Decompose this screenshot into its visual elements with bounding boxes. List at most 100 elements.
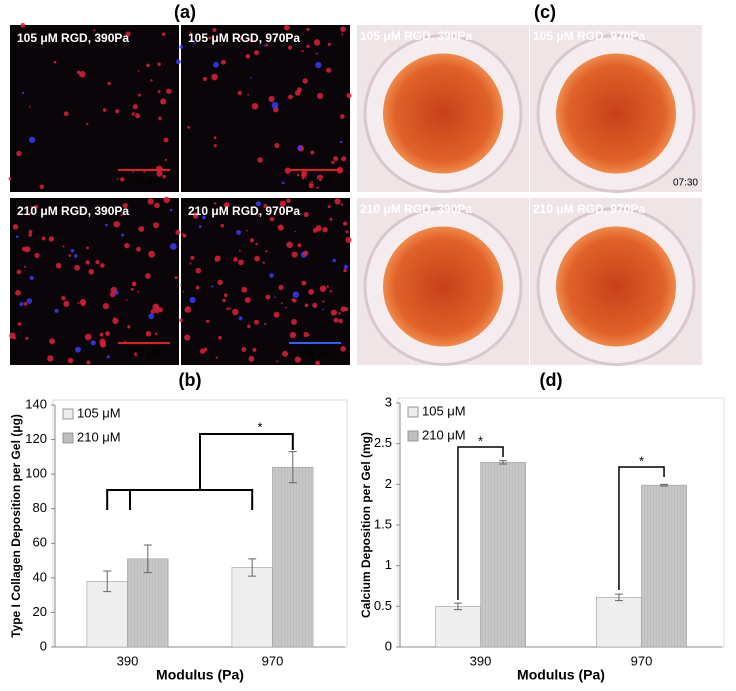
cell [105, 223, 108, 227]
y-tick-label: 2 [385, 476, 392, 491]
cell [135, 113, 141, 119]
bar-texture [435, 606, 481, 647]
cell [156, 170, 163, 177]
cell [53, 60, 57, 64]
cell [85, 260, 90, 265]
bracket [618, 466, 665, 590]
cell [315, 61, 322, 69]
cell [86, 122, 89, 126]
cell [86, 246, 90, 250]
cell [249, 38, 253, 42]
cell [286, 198, 291, 204]
cell [315, 52, 318, 55]
cell [132, 104, 138, 110]
image [10, 25, 179, 192]
cell [28, 136, 36, 143]
error-bar [453, 602, 462, 611]
cell [281, 181, 285, 185]
cell [174, 276, 178, 280]
cell [175, 229, 181, 235]
cell [326, 67, 332, 73]
cell [329, 290, 332, 293]
cell [189, 262, 192, 265]
cell [163, 196, 171, 204]
cell [148, 313, 155, 320]
cell [54, 308, 59, 313]
cell [195, 267, 202, 274]
image-caption: 105 μM RGD, 390Pa [17, 31, 129, 45]
cell [63, 300, 70, 307]
cell [301, 280, 307, 286]
cell [303, 211, 309, 218]
cell [255, 201, 261, 207]
cell [86, 360, 91, 365]
cell [213, 144, 217, 148]
cell [74, 264, 80, 271]
error-bar [614, 593, 623, 602]
cell [184, 334, 191, 341]
cell [160, 98, 167, 105]
cell [223, 293, 228, 298]
cell [315, 360, 320, 366]
cell [34, 204, 39, 209]
cell [157, 62, 161, 67]
cell [306, 27, 310, 31]
cell [147, 198, 154, 205]
cell [301, 49, 304, 52]
cell [182, 233, 187, 238]
cell [39, 184, 45, 190]
cell [213, 202, 217, 205]
cell [179, 45, 184, 49]
cell [269, 216, 275, 222]
cell [21, 91, 25, 95]
cell [152, 303, 160, 311]
cell [76, 70, 81, 75]
cell [17, 322, 22, 326]
cell [294, 230, 297, 233]
cell [136, 246, 141, 252]
cell [277, 224, 284, 231]
cell [249, 238, 255, 243]
image-caption: 210 μM RGD, 390Pa [17, 204, 129, 218]
cell [29, 105, 31, 108]
well [383, 226, 503, 347]
x-tick-label: 390 [470, 653, 492, 668]
bar-texture [86, 581, 128, 647]
cell [30, 205, 33, 208]
cell [340, 114, 345, 119]
y-tick-label: 0 [385, 638, 392, 653]
cell [48, 236, 54, 242]
cell [102, 303, 110, 310]
cell [131, 112, 135, 116]
cell [154, 332, 158, 336]
cell [274, 296, 277, 299]
cell [170, 243, 177, 250]
cell [322, 226, 328, 233]
cell [254, 319, 259, 325]
timestamp: 07:30 [673, 178, 698, 189]
cell [214, 255, 221, 262]
bracket [457, 446, 504, 600]
cell [28, 233, 32, 237]
cell [99, 338, 106, 345]
cell [77, 301, 80, 304]
y-tick-label: 1.5 [374, 516, 392, 531]
cell [158, 116, 162, 121]
cell [282, 350, 289, 357]
legend-label: 105 μM [77, 405, 121, 420]
cell [244, 297, 251, 304]
cell [29, 211, 32, 214]
cell [308, 183, 314, 189]
scale-bar-label: 100 μm [127, 176, 161, 187]
cell [213, 136, 217, 140]
cell [245, 53, 251, 59]
cell [338, 318, 343, 324]
y-tick-label: 2.5 [374, 435, 392, 450]
cell [208, 36, 212, 40]
cell [213, 61, 219, 68]
cell [339, 140, 343, 144]
cell [330, 309, 337, 316]
y-tick-label: 120 [25, 431, 47, 446]
cell [278, 284, 284, 290]
cell [294, 356, 301, 363]
